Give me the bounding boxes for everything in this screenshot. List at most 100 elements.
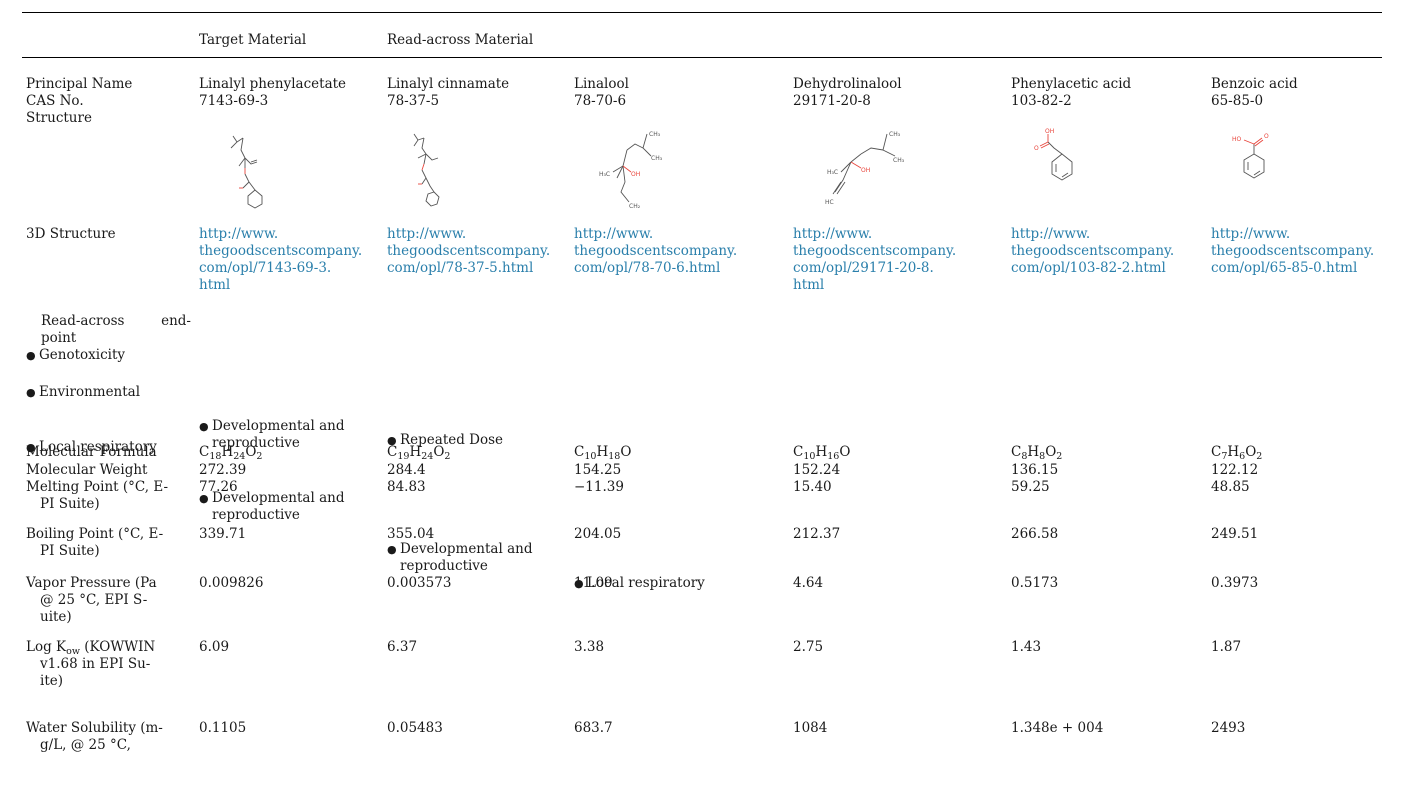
dehydrolinalool-ch3-top: CH₃ [889, 131, 901, 138]
endpoint-bullet-repeated-dose: Repeated Dose [387, 432, 1405, 449]
endpoint-bullet-developmental-1-line2: reproductive [212, 435, 300, 451]
material-4-3d-link-line1[interactable]: http://www. [1011, 226, 1091, 242]
material-0-3d-link[interactable]: http://www. thegoodscentscompany. com/op… [199, 226, 362, 294]
material-5-formula: C7H6O2 [1211, 444, 1262, 461]
material-2-3d-link[interactable]: http://www. thegoodscentscompany. com/op… [574, 226, 737, 277]
linalool-h3c: H₃C [599, 171, 610, 178]
logkow-label-line3: ite) [40, 673, 63, 689]
endpoint-bullet-developmental-1-line1: Developmental and [212, 418, 345, 434]
material-2-logkow: 3.38 [574, 639, 605, 655]
material-2-ws: 683.7 [574, 720, 613, 736]
material-0-vp: 0.009826 [199, 575, 264, 591]
material-3-mp: 15.40 [793, 479, 832, 495]
material-5-3d-link-line2[interactable]: thegoodscentscompany. [1211, 243, 1375, 259]
material-2-3d-link-line2[interactable]: thegoodscentscompany. [574, 243, 738, 259]
material-0-formula-n1: 18 [209, 451, 222, 462]
material-4-cas: 103-82-2 [1011, 93, 1072, 109]
linalool-ch3-right: CH₃ [651, 155, 663, 162]
material-2-3d-link-line3[interactable]: com/opl/78-70-6.html [574, 260, 721, 276]
material-2-formula-n2: 18 [608, 451, 621, 462]
material-4-formula: C8H8O2 [1011, 444, 1062, 461]
material-0-formula-n2: 24 [233, 451, 246, 462]
endpoint-bullet-environmental: Environmental [26, 384, 1405, 401]
phenylacetic-oh: OH [1045, 128, 1054, 135]
water-solubility-label: Water Solubility (m- g/L, @ 25 °C, [26, 720, 163, 754]
material-4-3d-link[interactable]: http://www. thegoodscentscompany. com/op… [1011, 226, 1174, 277]
material-1-mp: 84.83 [387, 479, 426, 495]
material-5-3d-link-line3[interactable]: com/opl/65-85-0.html [1211, 260, 1358, 276]
material-3-formula-el3: O [839, 444, 851, 460]
material-5-3d-link-line1[interactable]: http://www. [1211, 226, 1291, 242]
material-0-3d-link-line1[interactable]: http://www. [199, 226, 279, 242]
benzoic-acid-molecule-icon: HO O [1232, 133, 1269, 179]
endpoint-bullet-developmental-3-line2: reproductive [400, 558, 488, 574]
material-3-3d-link-line1[interactable]: http://www. [793, 226, 873, 242]
material-1-3d-link-line1[interactable]: http://www. [387, 226, 467, 242]
material-3-formula-el1: C [793, 444, 804, 460]
material-0-formula-el1: C [199, 444, 210, 460]
read-across-endpoint-label-word2: end- [161, 313, 191, 329]
material-3-3d-link-line4[interactable]: html [793, 277, 825, 293]
material-2-formula-n1: 10 [584, 451, 597, 462]
material-3-formula: C10H16O [793, 444, 850, 461]
vapor-pressure-label-line3: uite) [40, 609, 72, 625]
material-1-3d-link-line3[interactable]: com/opl/78-37-5.html [387, 260, 534, 276]
material-3-name: Dehydrolinalool [793, 76, 902, 92]
material-5-formula-n1: 7 [1221, 451, 1228, 462]
material-4-formula-el3: O [1045, 444, 1057, 460]
material-5-name: Benzoic acid [1211, 76, 1298, 92]
material-5-3d-link[interactable]: http://www. thegoodscentscompany. com/op… [1211, 226, 1374, 277]
material-1-3d-link[interactable]: http://www. thegoodscentscompany. com/op… [387, 226, 550, 277]
material-3-3d-link-line2[interactable]: thegoodscentscompany. [793, 243, 957, 259]
material-1-formula-n2: 24 [421, 451, 434, 462]
endpoint-bullet-developmental-2: Developmental and reproductive [199, 490, 1405, 524]
read-across-endpoint-label: Read-across end- point [41, 313, 191, 347]
water-solubility-label-line2: g/L, @ 25 °C, [40, 737, 131, 753]
material-0-formula: C18H24O2 [199, 444, 262, 461]
vapor-pressure-label: Vapor Pressure (Pa @ 25 °C, EPI S- uite) [26, 575, 157, 626]
material-2-mp: −11.39 [574, 479, 624, 495]
material-4-formula-el2: H [1027, 444, 1040, 460]
logkow-label-prefix: Log K [26, 639, 67, 655]
read-across-material-header: Read-across Material [387, 32, 534, 48]
material-0-name: Linalyl phenylacetate [199, 76, 347, 92]
material-4-logkow: 1.43 [1011, 639, 1042, 655]
table-header-rule [22, 57, 1382, 58]
material-2-formula: C10H18O [574, 444, 631, 461]
boiling-point-label: Boiling Point (°C, E- PI Suite) [26, 526, 163, 560]
material-1-bp: 355.04 [387, 526, 435, 542]
material-4-ws: 1.348e + 004 [1011, 720, 1104, 736]
logkow-label-line2: v1.68 in EPI Su- [40, 656, 151, 672]
material-4-vp: 0.5173 [1011, 575, 1059, 591]
material-3-cas: 29171-20-8 [793, 93, 871, 109]
linalyl-cinnamate-molecule-icon [413, 133, 440, 207]
material-2-3d-link-line1[interactable]: http://www. [574, 226, 654, 242]
structure-linalyl-phenylacetate [215, 126, 275, 216]
endpoint-bullet-developmental-3-line1: Developmental and [400, 541, 533, 557]
material-1-formula-n1: 19 [397, 451, 410, 462]
principal-name-label: Principal Name [26, 76, 133, 92]
structure-linalool: CH₃ CH₃ H₃C OH CH₂ [585, 126, 675, 216]
logkow-label: Log Kow (KOWWIN v1.68 in EPI Su- ite) [26, 639, 155, 690]
material-0-3d-link-line3[interactable]: com/opl/7143-69-3. [199, 260, 332, 276]
material-0-3d-link-line4[interactable]: html [199, 277, 231, 293]
structure-linalyl-cinnamate [400, 126, 450, 216]
material-1-3d-link-line2[interactable]: thegoodscentscompany. [387, 243, 551, 259]
logkow-label-sub: ow [66, 646, 80, 657]
melting-point-label: Melting Point (°C, E- PI Suite) [26, 479, 168, 513]
read-across-endpoint-label-word3: point [41, 330, 77, 346]
linalool-ch3-top: CH₃ [649, 131, 661, 138]
linalyl-phenylacetate-molecule-icon [230, 135, 263, 209]
material-1-name: Linalyl cinnamate [387, 76, 510, 92]
material-4-3d-link-line3[interactable]: com/opl/103-82-2.html [1011, 260, 1166, 276]
material-2-cas: 78-70-6 [574, 93, 627, 109]
vapor-pressure-label-line1: Vapor Pressure (Pa [26, 575, 157, 591]
material-1-ws: 0.05483 [387, 720, 443, 736]
material-4-3d-link-line2[interactable]: thegoodscentscompany. [1011, 243, 1175, 259]
material-3-3d-link[interactable]: http://www. thegoodscentscompany. com/op… [793, 226, 956, 294]
material-3-3d-link-line3[interactable]: com/opl/29171-20-8. [793, 260, 934, 276]
material-0-bp: 339.71 [199, 526, 247, 542]
material-1-formula-el1: C [387, 444, 398, 460]
material-0-3d-link-line2[interactable]: thegoodscentscompany. [199, 243, 363, 259]
material-0-formula-el2: H [221, 444, 234, 460]
